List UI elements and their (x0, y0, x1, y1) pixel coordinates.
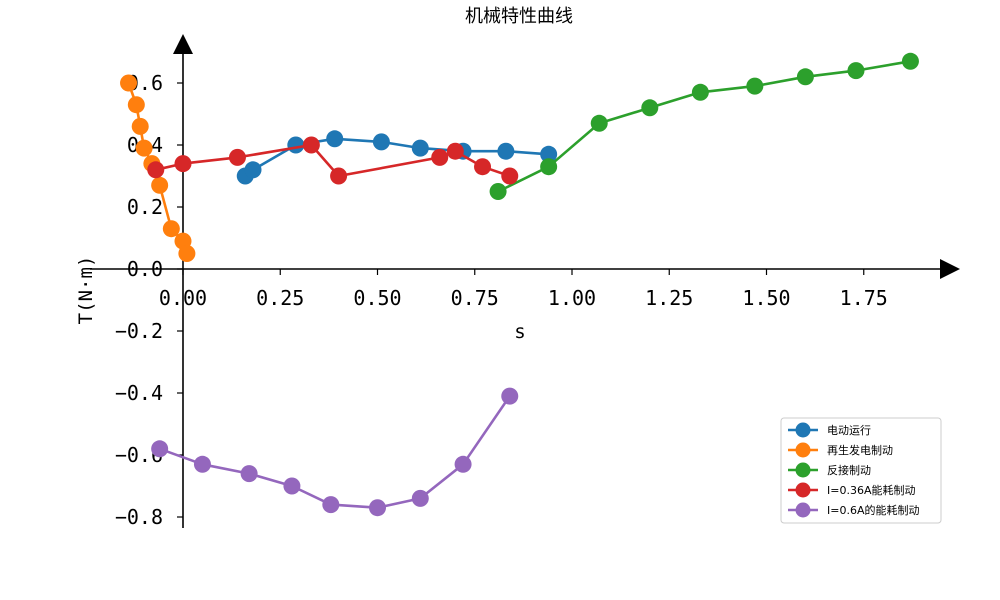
series-4 (147, 136, 519, 185)
legend-marker (795, 462, 811, 478)
data-point (497, 142, 515, 160)
data-point (411, 489, 429, 507)
data-point (162, 220, 180, 238)
data-point (446, 142, 464, 160)
data-point (847, 62, 865, 80)
x-tick-label: 1.75 (840, 286, 888, 310)
data-point (540, 145, 558, 163)
y-axis-arrow (173, 34, 193, 54)
data-point (127, 96, 145, 114)
data-point (193, 455, 211, 473)
legend-marker (795, 502, 811, 518)
data-point (240, 465, 258, 483)
series-3 (489, 52, 919, 200)
data-point (369, 499, 386, 517)
data-point (901, 52, 919, 70)
data-point (120, 74, 138, 92)
x-tick-label: 0.50 (353, 286, 401, 310)
data-point (302, 136, 320, 154)
x-tick-label: 1.25 (645, 286, 693, 310)
data-point (135, 139, 153, 157)
data-point (178, 245, 196, 262)
data-point (540, 158, 558, 176)
data-point (283, 477, 301, 495)
data-point (501, 167, 519, 185)
data-point (151, 176, 169, 194)
legend-label: 电动运行 (827, 424, 871, 437)
data-point (746, 77, 764, 95)
legend-marker (795, 422, 811, 438)
data-point (641, 99, 659, 117)
data-point (330, 167, 348, 185)
x-tick-label: 1.00 (548, 286, 596, 310)
data-point (501, 387, 519, 405)
axes (90, 34, 960, 528)
legend-box (780, 417, 942, 524)
data-point (411, 139, 429, 157)
x-tick-label: 1.50 (742, 286, 790, 310)
data-point (147, 161, 165, 179)
data-point (287, 136, 305, 154)
y-tick-label: −0.4 (115, 381, 163, 405)
x-axis-arrow (940, 259, 960, 279)
data-point (151, 440, 169, 458)
data-point (228, 148, 246, 166)
legend-label: I=0.36A能耗制动 (827, 483, 915, 497)
series-layer (120, 52, 919, 517)
chart-title: 机械特性曲线 (465, 6, 573, 27)
x-tick-label: 0.75 (451, 286, 499, 310)
x-axis-label: s (514, 321, 525, 343)
data-point (244, 161, 262, 179)
legend-label: I=0.6A的能耗制动 (827, 503, 919, 517)
series-5 (151, 387, 519, 517)
data-point (489, 183, 507, 200)
data-point (326, 130, 344, 148)
y-tick-label: 0.0 (127, 257, 163, 281)
y-axis-label: T(N·m) (75, 256, 97, 325)
x-tick-label: 0.00 (159, 286, 207, 310)
series-line (497, 60, 911, 193)
data-point (322, 496, 340, 514)
legend-label: 反接制动 (827, 464, 871, 477)
data-point (590, 114, 608, 132)
y-tick-label: −0.2 (115, 319, 163, 343)
x-tick-label: 0.25 (256, 286, 304, 310)
data-point (474, 158, 492, 176)
data-point (372, 133, 390, 151)
data-point (796, 68, 814, 86)
data-point (454, 455, 472, 473)
data-point (174, 155, 192, 173)
data-point (431, 148, 449, 166)
data-point (691, 83, 709, 101)
data-point (131, 117, 149, 135)
series-line (159, 395, 511, 510)
legend-label: 再生发电制动 (827, 443, 893, 457)
x-ticks: 0.00 0.25 0.50 0.75 1.00 1.25 1.50 1.75 (159, 269, 888, 310)
legend-marker (795, 442, 811, 458)
legend-marker (795, 482, 811, 498)
y-tick-label: 0.2 (127, 195, 163, 219)
y-tick-label: −0.8 (115, 505, 163, 529)
